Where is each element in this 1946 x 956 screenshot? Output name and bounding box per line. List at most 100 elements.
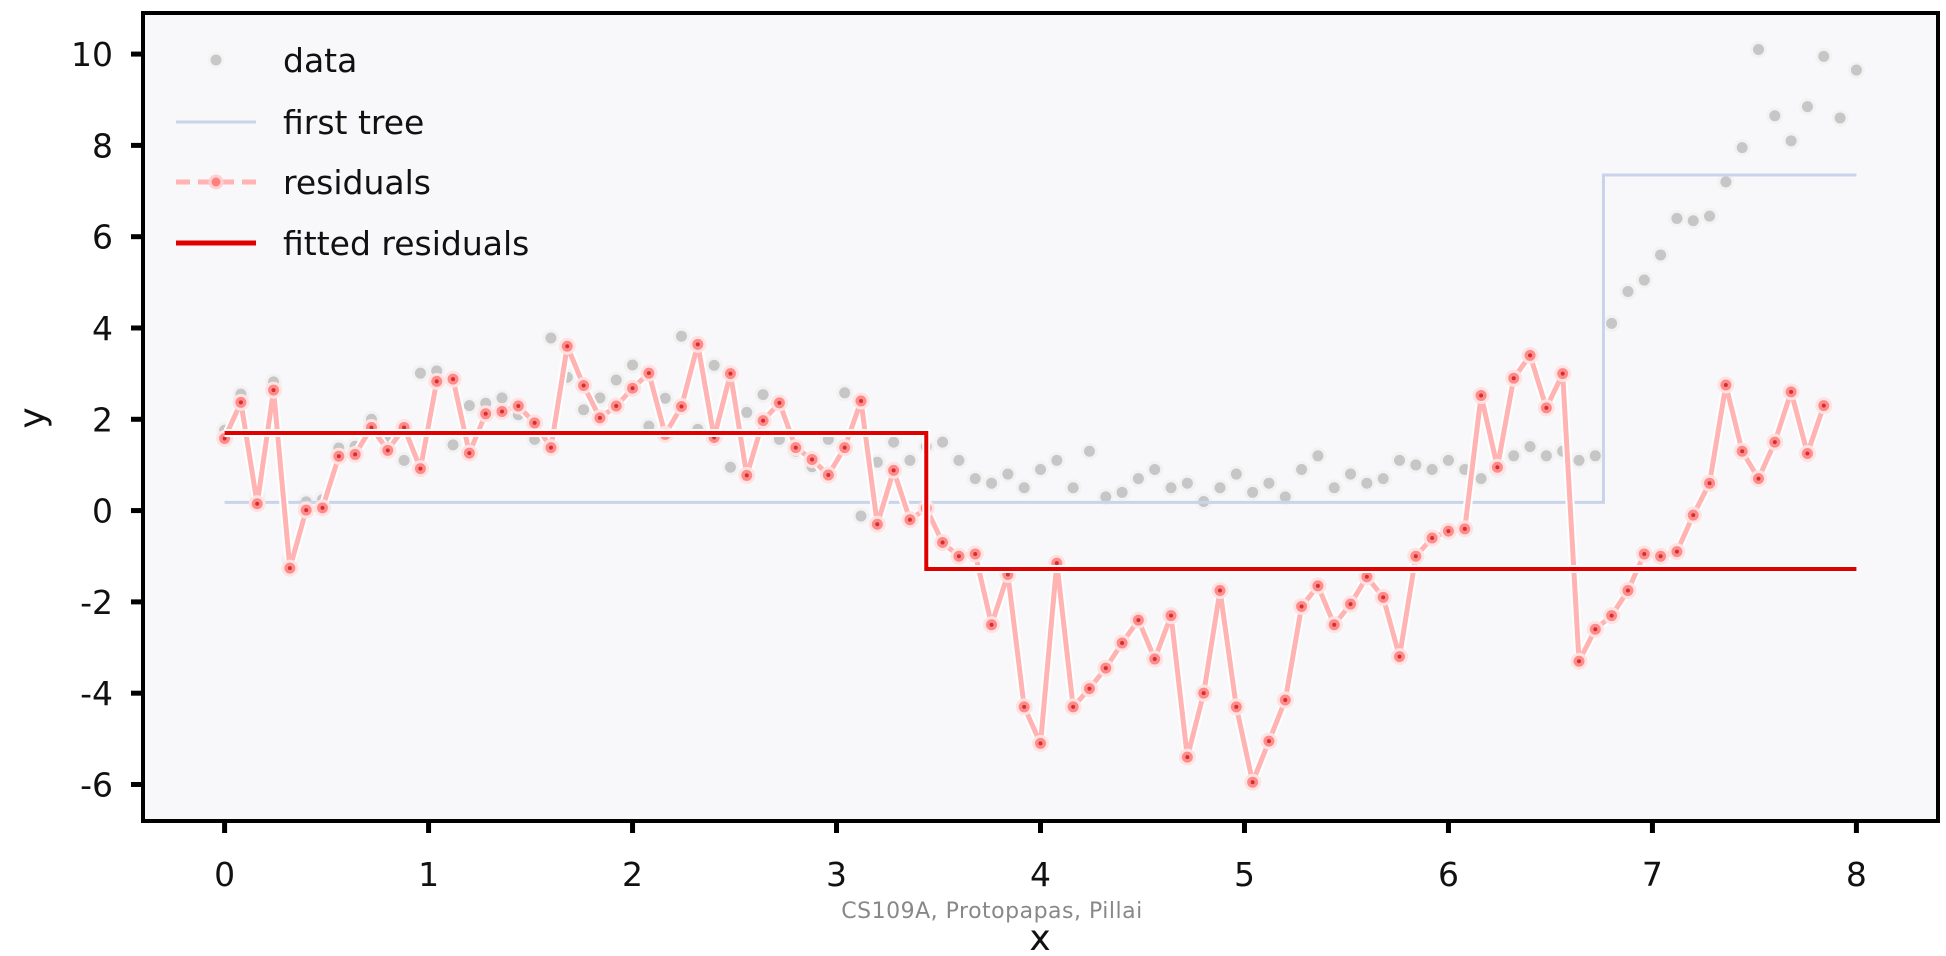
residual-point-core-39 — [859, 399, 863, 404]
data-point-80 — [1521, 438, 1539, 456]
data-point-30 — [705, 356, 723, 374]
data-point-96 — [1782, 132, 1800, 150]
residual-point-core-58 — [1169, 613, 1174, 618]
residual-point-core-79 — [1511, 376, 1516, 381]
data-point-47 — [983, 474, 1001, 492]
y-tick-label-0: 0 — [92, 492, 113, 531]
residual-point-core-48 — [1005, 572, 1010, 577]
data-point-38 — [836, 384, 854, 402]
residual-point-core-72 — [1397, 654, 1402, 659]
residual-point-core-64 — [1266, 739, 1271, 744]
residual-point-core-84 — [1593, 627, 1598, 632]
legend: data first tree residuals fitted residua… — [176, 41, 529, 263]
data-point-61 — [1211, 479, 1229, 497]
residual-point-core-96 — [1789, 389, 1794, 394]
residual-point-core-25 — [630, 386, 635, 391]
data-point-97 — [1798, 98, 1816, 116]
plot-area — [141, 11, 1940, 823]
residual-point-core-55 — [1120, 640, 1125, 645]
residual-point-core-42 — [907, 517, 912, 522]
data-point-55 — [1113, 483, 1131, 501]
residual-point-core-78 — [1495, 465, 1500, 470]
residual-point-core-2 — [255, 501, 260, 506]
data-point-31 — [721, 458, 739, 476]
residual-point-core-63 — [1250, 780, 1255, 785]
data-point-51 — [1048, 451, 1066, 469]
residual-point-core-22 — [581, 383, 586, 388]
residual-point-core-56 — [1136, 618, 1141, 623]
data-point-54 — [1097, 488, 1115, 506]
y-tick-label--6: -6 — [80, 765, 113, 804]
residual-point-core-90 — [1691, 513, 1696, 518]
residual-point-core-67 — [1315, 583, 1320, 588]
residual-point-core-32 — [744, 473, 749, 478]
residual-point-core-33 — [761, 418, 766, 423]
data-point-63 — [1244, 483, 1262, 501]
data-point-44 — [934, 433, 952, 451]
data-point-95 — [1766, 107, 1784, 125]
data-point-45 — [950, 451, 968, 469]
data-point-52 — [1064, 479, 1082, 497]
residual-point-core-20 — [548, 445, 553, 450]
residual-point-core-19 — [532, 420, 537, 425]
data-point-100 — [1847, 61, 1865, 79]
residual-point-core-9 — [369, 425, 374, 430]
residual-point-core-87 — [1642, 551, 1647, 556]
residual-point-core-70 — [1364, 574, 1369, 579]
data-point-17 — [493, 389, 511, 407]
axes-layer: 0 1 2 3 4 5 6 7 8 -6 -4 -2 0 2 4 6 8 10 — [71, 35, 1867, 894]
data-point-65 — [1276, 488, 1294, 506]
residual-point-core-51 — [1054, 561, 1059, 566]
residual-point-core-76 — [1462, 526, 1467, 531]
data-point-98 — [1815, 47, 1833, 65]
x-tick-label-1: 1 — [418, 855, 439, 894]
residual-point-core-73 — [1413, 554, 1418, 559]
y-tick-label-8: 8 — [92, 126, 113, 165]
residual-point-core-86 — [1625, 588, 1630, 593]
data-point-94 — [1750, 41, 1767, 59]
legend-label-first-tree: first tree — [283, 103, 424, 142]
data-point-50 — [1032, 460, 1049, 478]
residual-point-core-88 — [1658, 554, 1663, 559]
data-point-66 — [1293, 460, 1311, 478]
residual-point-core-83 — [1577, 659, 1581, 664]
data-point-58 — [1162, 479, 1180, 497]
residual-point-core-77 — [1479, 393, 1484, 398]
data-point-83 — [1570, 451, 1588, 469]
data-point-92 — [1717, 173, 1735, 191]
residual-point-core-34 — [777, 400, 782, 405]
residual-point-core-40 — [875, 522, 880, 527]
residual-point-core-95 — [1772, 440, 1777, 445]
residual-point-core-15 — [467, 451, 472, 456]
data-point-99 — [1831, 109, 1849, 127]
data-point-77 — [1472, 470, 1490, 488]
residual-point-core-46 — [973, 551, 978, 556]
fitted-residuals-line — [224, 430, 1857, 572]
x-tick-label-2: 2 — [622, 855, 643, 894]
residual-point-core-14 — [451, 377, 456, 382]
data-point-93 — [1733, 139, 1751, 157]
data-point-90 — [1684, 212, 1702, 230]
data-point-84 — [1586, 447, 1604, 465]
data-point-64 — [1260, 474, 1278, 492]
first-tree-line — [224, 173, 1857, 504]
residual-point-core-60 — [1201, 691, 1206, 696]
x-tick-label-5: 5 — [1234, 855, 1255, 894]
residual-point-core-37 — [826, 472, 831, 477]
residual-point-core-18 — [516, 404, 521, 409]
residual-point-core-23 — [597, 415, 602, 420]
y-tick-label-6: 6 — [92, 218, 113, 257]
residual-point-core-7 — [336, 454, 341, 459]
residual-point-core-38 — [842, 445, 847, 450]
data-point-87 — [1635, 271, 1653, 289]
residual-point-core-11 — [402, 425, 407, 430]
residual-point-core-29 — [695, 342, 700, 347]
residual-point-core-53 — [1087, 686, 1092, 691]
residual-point-core-49 — [1022, 704, 1027, 709]
data-point-53 — [1080, 442, 1098, 460]
residual-point-core-8 — [353, 452, 358, 457]
residual-point-core-35 — [793, 445, 798, 450]
residual-point-core-75 — [1446, 529, 1451, 534]
data-point-11 — [395, 451, 413, 469]
